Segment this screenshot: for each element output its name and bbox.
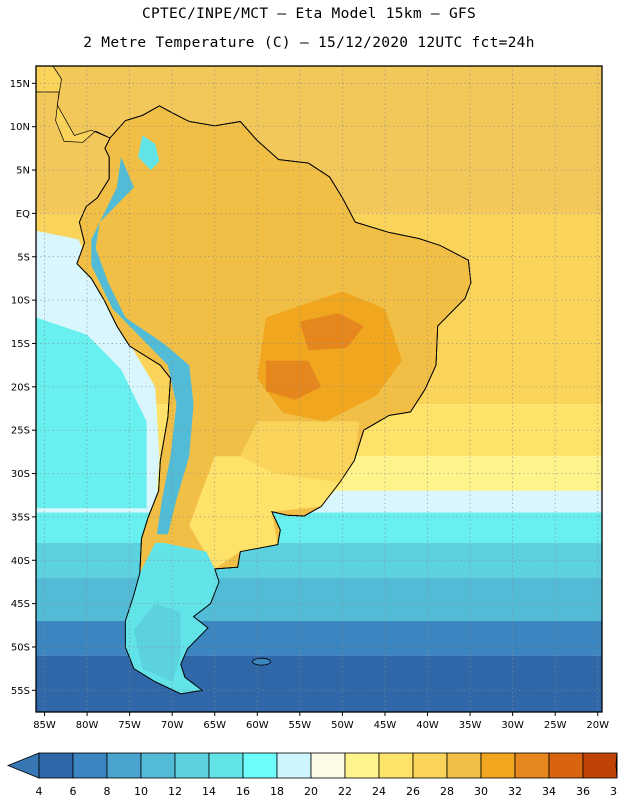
map-title: CPTEC/INPE/MCT – Eta Model 15km – GFS	[141, 6, 477, 22]
lat-label: 35S	[11, 512, 30, 523]
lat-label: 10S	[11, 296, 30, 307]
ocean-band-5	[36, 512, 602, 543]
colorbar-label: 30	[474, 785, 488, 798]
colorbar-label: 14	[202, 785, 216, 798]
lat-label: 5S	[17, 252, 30, 263]
lon-label: 70W	[161, 720, 184, 731]
colorbar-swatch	[548, 752, 584, 779]
lat-label: 5N	[16, 166, 30, 177]
south-cool-zone	[189, 456, 343, 569]
colorbar-swatch	[106, 752, 142, 779]
lon-label: 40W	[416, 720, 439, 731]
lat-label: 30S	[11, 469, 30, 480]
colorbar-swatch	[378, 752, 414, 779]
lon-label: 60W	[246, 720, 269, 731]
lon-label: 30W	[501, 720, 524, 731]
map-frame	[35, 65, 603, 713]
patagonia-cold-zone	[133, 603, 181, 682]
colorbar-label: 16	[236, 785, 250, 798]
coastline	[76, 105, 472, 695]
lat-label: 10N	[10, 122, 30, 133]
falkland-islands	[252, 657, 271, 666]
colorbar-high-arrow	[615, 752, 618, 779]
colorbar: 4 6 8 10 12 14 16 18 20 22 24 26 28 30 32 34 36 38	[6, 752, 618, 798]
colorbar-swatch	[412, 752, 448, 779]
colorbar-label: 26	[406, 785, 420, 798]
colorbar-label: 20	[304, 785, 318, 798]
colorbar-label: 12	[168, 785, 182, 798]
colorbar-label: 8	[104, 785, 111, 798]
lat-label: 55S	[11, 686, 30, 697]
hottest-core-south	[265, 360, 322, 400]
colorbar-low-arrow	[6, 752, 40, 779]
colorbar-swatch	[72, 752, 108, 779]
colorbar-label: 10	[134, 785, 148, 798]
colorbar-swatch	[140, 752, 176, 779]
pacific-cold-zone	[36, 317, 147, 509]
colorbar-label: 38	[610, 785, 618, 798]
andes-mid-ridge	[138, 135, 160, 171]
colorbar-label: 28	[440, 785, 454, 798]
colorbar-swatch	[514, 752, 550, 779]
colorbar-swatch	[174, 752, 210, 779]
colorbar-swatch	[310, 752, 346, 779]
lat-lon-grid	[36, 66, 602, 712]
colorbar-swatch	[208, 752, 244, 779]
colorbar-swatch	[242, 752, 278, 779]
lon-label: 45W	[374, 720, 397, 731]
colorbar-label: 22	[338, 785, 352, 798]
ocean-band-6	[36, 542, 602, 578]
colorbar-label: 18	[270, 785, 284, 798]
lat-label: 15S	[11, 339, 30, 350]
ocean-band-9	[36, 655, 602, 712]
lon-label: 25W	[544, 720, 567, 731]
colorbar-label: 6	[70, 785, 77, 798]
lon-label: 55W	[289, 720, 312, 731]
lon-label: 80W	[76, 720, 99, 731]
lon-label: 35W	[459, 720, 482, 731]
lon-label: 50W	[331, 720, 354, 731]
colorbar-swatch	[582, 752, 618, 779]
colorbar-label: 34	[542, 785, 556, 798]
lon-label: 75W	[118, 720, 141, 731]
colorbar-label: 32	[508, 785, 522, 798]
lon-label: 65W	[203, 720, 226, 731]
latitude-labels: 15N 10N 5N EQ 5S 10S 15S 20S 25S 30S 35S 40S 45S 50S 5…	[10, 79, 36, 697]
colorbar-swatch	[446, 752, 482, 779]
lat-label: 25S	[11, 426, 30, 437]
lat-label: 45S	[11, 599, 30, 610]
longitude-labels: 85W 80W 75W 70W 65W 60W 55W 50W 45W 40W 35W 30W 25W 2…	[33, 712, 609, 731]
ocean-band-8	[36, 620, 602, 656]
colorbar-swatch	[276, 752, 312, 779]
lon-label: 20W	[586, 720, 609, 731]
central-america-land	[36, 66, 111, 143]
map-area	[36, 66, 602, 712]
colorbar-swatch	[38, 752, 74, 779]
lat-label: 40S	[11, 556, 30, 567]
lat-label: 15N	[10, 79, 30, 90]
ocean-band-7	[36, 577, 602, 621]
colorbar-swatch	[344, 752, 380, 779]
colorbar-swatch	[480, 752, 516, 779]
colorbar-label: 36	[576, 785, 590, 798]
colorbar-label: 4	[36, 785, 43, 798]
southeast-mild-zone	[240, 421, 360, 483]
colorbar-label: 24	[372, 785, 386, 798]
lat-label: 50S	[11, 642, 30, 653]
lat-label: EQ	[16, 209, 30, 220]
map-subtitle: 2 Metre Temperature (C) – 15/12/2020 12U…	[83, 35, 535, 51]
lon-label: 85W	[33, 720, 56, 731]
hottest-core-north	[299, 313, 364, 351]
lat-label: 20S	[11, 382, 30, 393]
